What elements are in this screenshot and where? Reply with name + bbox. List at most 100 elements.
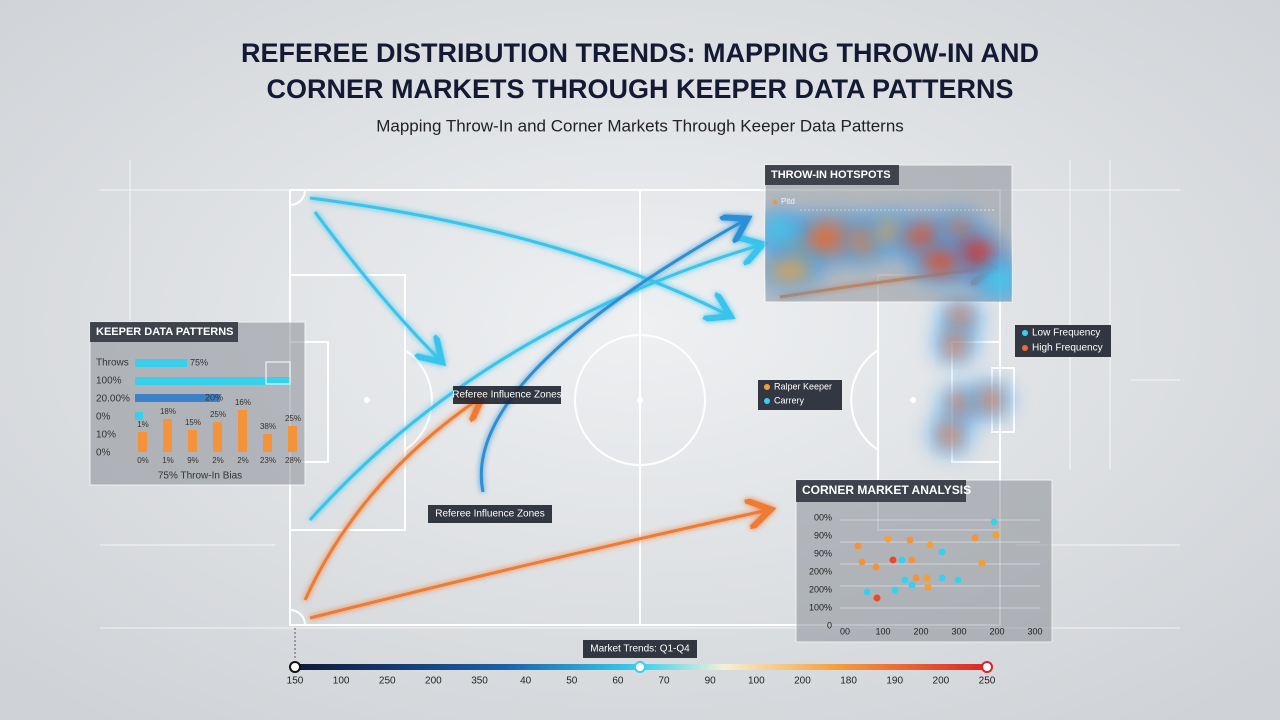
x-label: 300: [951, 626, 966, 636]
timeline-label: 40: [520, 676, 532, 687]
scatter-dot: [912, 574, 920, 582]
row-label: 0%: [96, 412, 111, 423]
timeline-label: 250: [379, 676, 396, 687]
heat-spot: [950, 393, 970, 417]
timeline-label: 200: [933, 676, 950, 687]
timeline: Market Trends: Q1-Q4: [289, 628, 993, 673]
timeline-label: 190: [886, 676, 903, 687]
subtitle: Mapping Throw-In and Corner Markets Thro…: [376, 116, 904, 135]
heat-spot: [766, 220, 794, 240]
timeline-label: 100: [333, 676, 350, 687]
scatter-dot: [971, 534, 979, 542]
y-label: 00%: [814, 512, 832, 522]
column: [163, 419, 172, 452]
keeper-panel: KEEPER DATA PATTERNS: [89, 321, 306, 486]
legend-label: Low Frequency: [1032, 328, 1100, 339]
scatter-dot: [938, 548, 946, 556]
column: [138, 432, 147, 452]
scatter-dot: [978, 559, 986, 567]
column-label: 15%: [185, 418, 201, 427]
scatter-dot: [884, 535, 892, 543]
title: REFEREE DISTRIBUTION TRENDS: MAPPING THR…: [241, 38, 1039, 68]
timeline-label: 150: [287, 676, 304, 687]
scatter-dot: [992, 531, 1000, 539]
zone-label: Referee Influence Zones: [435, 509, 545, 520]
panel-title: KEEPER DATA PATTERNS: [96, 326, 234, 338]
panel-title: THROW-IN HOTSPOTS: [771, 169, 891, 181]
scatter-dot: [854, 542, 862, 550]
column-label: 1%: [137, 420, 149, 429]
x-label: 300: [1027, 626, 1042, 636]
y-label: 90%: [814, 548, 832, 558]
x-label: 0%: [137, 456, 149, 465]
scatter-dot: [908, 581, 916, 589]
row-label: 10%: [96, 430, 116, 441]
column: [238, 410, 247, 452]
heat-spot: [980, 388, 1000, 412]
heat-spot: [922, 250, 958, 274]
timeline-label: 70: [659, 676, 671, 687]
timeline-label: 200: [425, 676, 442, 687]
column: [213, 422, 222, 452]
scatter-dot: [901, 576, 909, 584]
x-label: 1%: [162, 456, 174, 465]
zone-label: Referee Influence Zones: [452, 390, 562, 401]
x-label: 200: [989, 626, 1004, 636]
scatter-dot: [891, 586, 899, 594]
x-label: 28%: [285, 456, 301, 465]
column: [188, 430, 197, 452]
bar-label: 20%: [205, 392, 223, 402]
scatter-dot: [990, 518, 998, 526]
timeline-label: 90: [705, 676, 717, 687]
heat-spot: [940, 423, 960, 447]
timeline-label: 200: [794, 676, 811, 687]
x-label: 2%: [237, 456, 249, 465]
y-label: 100%: [809, 602, 832, 612]
corner-panel: CORNER MARKET ANALYSIS 00% 90% 90% 200% 200%…: [795, 479, 1053, 643]
bar-label: 75%: [190, 357, 208, 367]
heat-spot: [945, 333, 965, 357]
scatter-dot: [924, 583, 932, 591]
timeline-label: 100: [748, 676, 765, 687]
legend-label: Ralper Keeper: [774, 381, 832, 391]
y-label: 200%: [809, 566, 832, 576]
x-label: 00: [840, 626, 850, 636]
scatter-dot: [863, 588, 871, 596]
x-label: 9%: [187, 456, 199, 465]
scatter-dot: [858, 558, 866, 566]
legend-label: Carrery: [774, 395, 805, 405]
x-label: 200: [913, 626, 928, 636]
timeline-label: 350: [471, 676, 488, 687]
column: [288, 426, 297, 452]
scatter-dot: [906, 536, 914, 544]
timeline-label: 50: [566, 676, 578, 687]
legend-label: Pitd: [781, 197, 795, 206]
heat-spot: [985, 268, 1012, 292]
y-label: 90%: [814, 530, 832, 540]
scatter-dot: [938, 574, 946, 582]
x-label: 2%: [212, 456, 224, 465]
legend-boxes: Low Frequency High Frequency Ralper Keep…: [428, 325, 1111, 523]
heat-spot: [770, 260, 810, 280]
caption: 75% Throw-In Bias: [158, 471, 242, 482]
scatter-dot: [898, 556, 906, 564]
scatter-dot: [873, 594, 881, 602]
y-label: 200%: [809, 584, 832, 594]
scatter-dot: [923, 574, 931, 582]
row-label: Throws: [96, 358, 129, 369]
x-label: 23%: [260, 456, 276, 465]
column-label: 16%: [235, 398, 251, 407]
timeline-title: Market Trends: Q1-Q4: [590, 644, 690, 655]
legend-label: High Frequency: [1032, 343, 1103, 354]
column-label: 18%: [160, 407, 176, 416]
column: [263, 434, 272, 452]
column-label: 38%: [260, 422, 276, 431]
scatter-dot: [872, 563, 880, 571]
title: CORNER MARKETS THROUGH KEEPER DATA PATTE…: [266, 74, 1013, 104]
panel-title: CORNER MARKET ANALYSIS: [802, 483, 971, 497]
scatter-dot: [908, 556, 916, 564]
x-label: 100: [875, 626, 890, 636]
scatter-dot: [954, 576, 962, 584]
